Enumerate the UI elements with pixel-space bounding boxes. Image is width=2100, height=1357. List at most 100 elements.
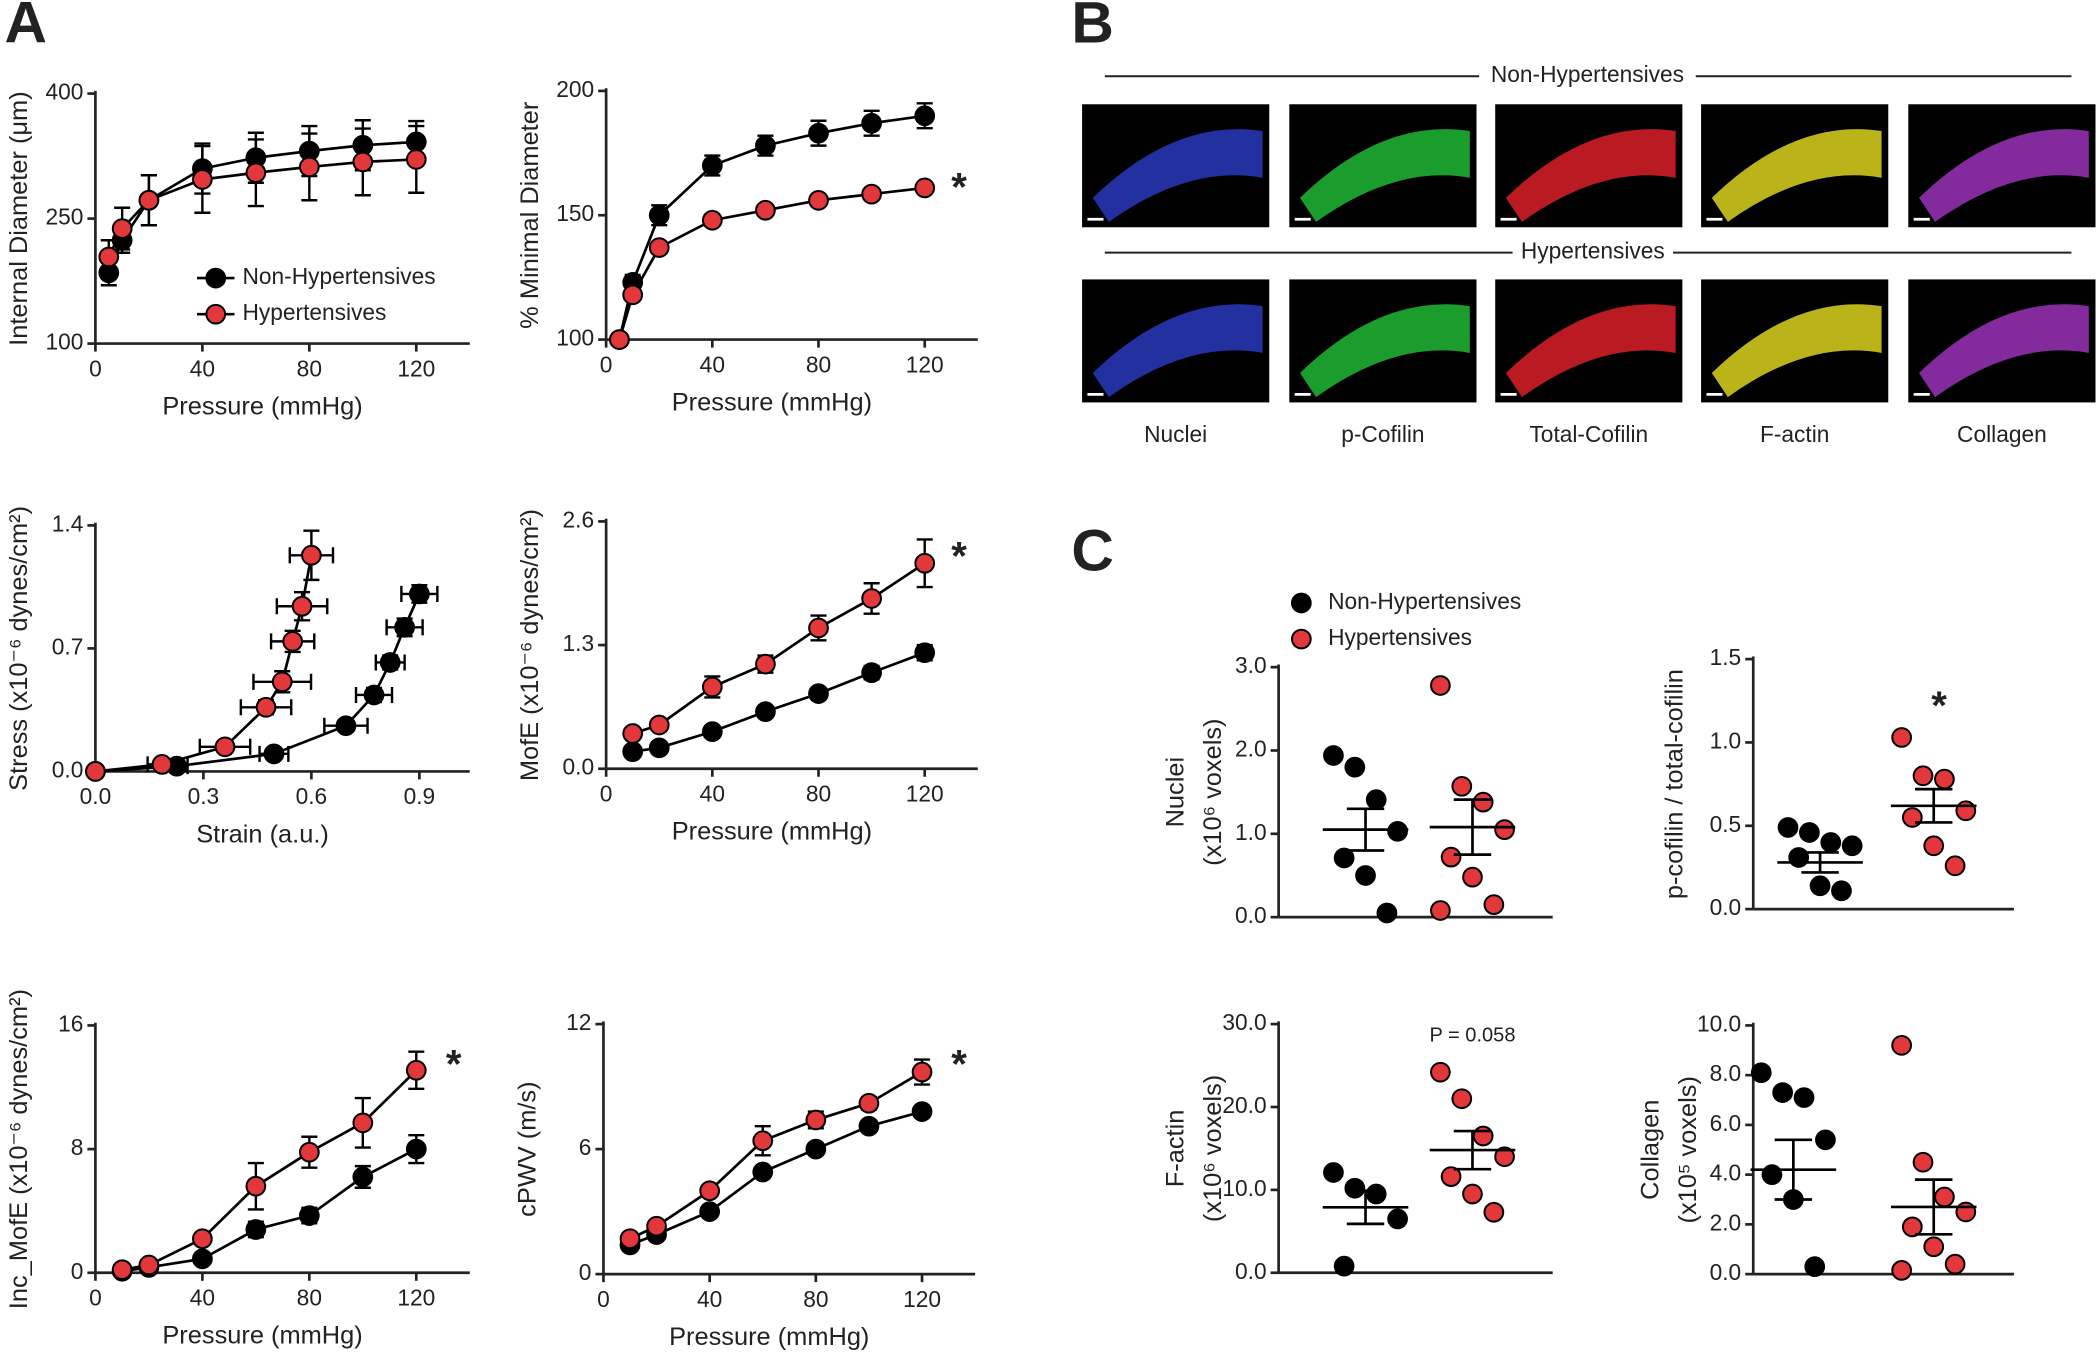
y-tick-label: 1.0 <box>1710 727 1742 753</box>
dot <box>1912 1151 1934 1173</box>
point <box>245 1175 267 1197</box>
dot <box>1483 894 1505 916</box>
series-line <box>632 651 926 753</box>
x-tick-label: 0 <box>600 351 613 377</box>
point <box>298 1141 320 1163</box>
point <box>755 653 776 675</box>
point <box>85 761 106 782</box>
x-tick-label: 120 <box>906 780 944 806</box>
dot <box>1891 727 1912 748</box>
y-tick-label: 1.0 <box>1235 819 1267 845</box>
point <box>752 1161 774 1183</box>
group-label: Hypertensives <box>1521 238 1665 264</box>
point <box>394 616 415 638</box>
point <box>755 701 776 723</box>
tissue <box>1300 129 1470 222</box>
dot <box>1804 1256 1826 1278</box>
point <box>648 737 670 759</box>
annotation: * <box>951 1042 967 1086</box>
dot <box>1901 1216 1923 1238</box>
dot <box>1912 765 1934 787</box>
dot <box>1809 875 1831 897</box>
x-tick-label: 120 <box>903 1286 941 1312</box>
point <box>352 1166 374 1188</box>
y-tick-label: 4.0 <box>1710 1160 1742 1186</box>
point <box>699 1201 721 1222</box>
point <box>352 1112 374 1134</box>
sem-bar <box>1915 1178 1953 1236</box>
point <box>808 617 829 639</box>
legend-label: Hypertensives <box>242 299 386 325</box>
dot <box>1451 1088 1473 1110</box>
y-tick-label: 0.7 <box>52 633 84 659</box>
y-tick-label: 250 <box>45 204 83 230</box>
y-tick-label: 20.0 <box>1222 1092 1266 1118</box>
sem-bar <box>1453 1129 1492 1171</box>
y-axis-label: Nuclei <box>1162 757 1190 828</box>
point <box>648 714 670 736</box>
dot <box>1934 1186 1955 1208</box>
y-tick-label: 2.6 <box>563 506 595 532</box>
x-tick-label: 0 <box>597 1286 610 1312</box>
dot <box>1333 847 1355 869</box>
point <box>622 723 644 744</box>
point <box>701 155 723 176</box>
dot <box>1333 1255 1355 1277</box>
x-tick-label: 0.0 <box>80 783 112 809</box>
point <box>914 105 936 127</box>
point <box>701 721 723 743</box>
dot <box>1750 1062 1772 1084</box>
point <box>648 204 670 226</box>
dot <box>1430 675 1451 696</box>
point <box>808 122 829 144</box>
x-tick-label: 0 <box>600 780 613 806</box>
point <box>98 246 120 268</box>
legend-marker <box>205 267 227 289</box>
legend-marker <box>1290 628 1312 650</box>
tissue <box>1505 304 1676 398</box>
tissue <box>1711 129 1882 222</box>
dot <box>1841 835 1863 857</box>
y-tick-label: 100 <box>45 329 83 355</box>
legend-marker <box>205 303 227 325</box>
dot <box>1483 1201 1505 1223</box>
point <box>861 662 882 684</box>
dot <box>1799 822 1820 843</box>
x-tick-label: 0 <box>89 1285 102 1311</box>
sem-bar <box>1453 798 1492 856</box>
dot <box>1365 789 1387 811</box>
y-tick-label: 8 <box>71 1134 84 1160</box>
point <box>861 112 882 134</box>
dot <box>1934 768 1955 790</box>
y-tick-label: 6.0 <box>1710 1110 1742 1136</box>
point <box>858 1092 880 1114</box>
dot <box>1387 820 1408 842</box>
point <box>263 743 285 765</box>
series-line <box>121 1069 418 1271</box>
dot <box>1944 1253 1966 1275</box>
point <box>622 741 644 762</box>
point <box>646 1215 667 1237</box>
dot <box>1761 1164 1783 1186</box>
y-tick-label: 0 <box>579 1259 592 1285</box>
point <box>214 736 236 758</box>
dot <box>1365 1183 1387 1205</box>
y-axis-label: Internal Diameter (μm) <box>5 91 33 345</box>
dot <box>1472 791 1494 813</box>
y-tick-label: 10.0 <box>1222 1175 1266 1201</box>
point <box>752 1130 774 1152</box>
x-axis-label: Strain (a.u.) <box>196 820 329 848</box>
legend-label: Non-Hypertensives <box>242 263 435 289</box>
legend-label: Hypertensives <box>1328 624 1472 650</box>
point <box>699 1180 721 1202</box>
dot <box>1820 832 1842 853</box>
dot <box>1430 1061 1451 1083</box>
dot <box>1891 1260 1912 1281</box>
dot <box>1462 866 1483 888</box>
point <box>808 683 829 704</box>
x-tick-label: 80 <box>297 355 322 381</box>
dot <box>1344 1177 1366 1199</box>
point <box>805 1138 827 1160</box>
y-axis-label: (x10⁵ voxels) <box>1674 1076 1702 1223</box>
dot <box>1494 819 1515 841</box>
